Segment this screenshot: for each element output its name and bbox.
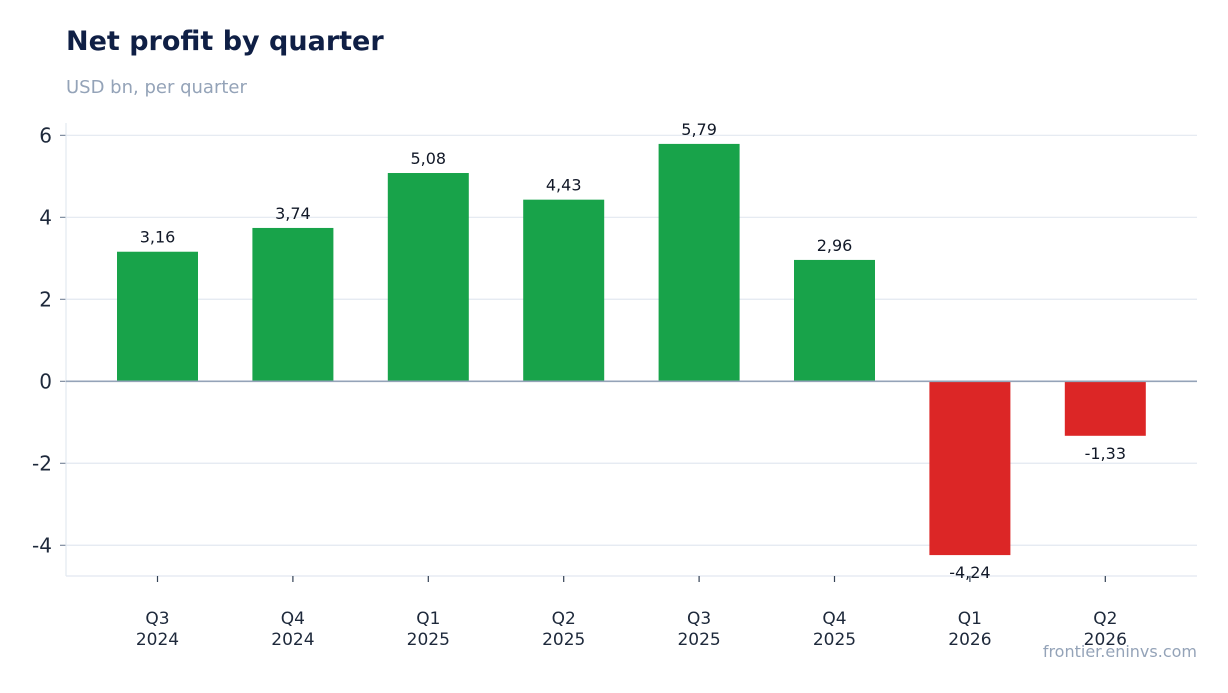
x-tick-label-quarter: Q4 — [281, 609, 305, 629]
y-tick-label: -2 — [32, 451, 52, 475]
bar-data-label: -1,33 — [1085, 444, 1126, 463]
x-tick-label-year: 2024 — [136, 630, 179, 650]
x-tick-label-year: 2025 — [813, 630, 856, 650]
x-tick-label-year: 2026 — [948, 630, 991, 650]
x-tick-label-quarter: Q2 — [552, 609, 576, 629]
x-tick-label-year: 2025 — [542, 630, 585, 650]
bar — [252, 227, 334, 382]
y-tick-label: 4 — [39, 205, 52, 229]
bar-data-label: -4,24 — [949, 563, 990, 582]
bar — [794, 259, 875, 382]
bar — [387, 173, 469, 382]
bar-data-label: 5,08 — [410, 149, 446, 168]
bar-data-label: 2,96 — [817, 236, 853, 255]
x-tick-label-year: 2025 — [677, 630, 720, 650]
x-tick-label-quarter: Q3 — [687, 609, 711, 629]
x-tick-label-year: 2026 — [1084, 630, 1127, 650]
x-tick-label-quarter: Q3 — [145, 609, 169, 629]
bar — [658, 143, 740, 382]
x-tick-label-quarter: Q1 — [416, 609, 440, 629]
x-tick-label-quarter: Q4 — [822, 609, 846, 629]
bar-data-label: 5,79 — [681, 120, 717, 139]
chart-title: Net profit by quarter — [66, 26, 384, 57]
y-tick-label: 6 — [39, 123, 52, 147]
bar — [523, 199, 605, 382]
y-tick-label: 0 — [39, 369, 52, 393]
x-tick-label-quarter: Q1 — [958, 609, 982, 629]
bar-data-label: 3,16 — [140, 228, 176, 247]
source-watermark: frontier.eninvs.com — [1042, 642, 1197, 661]
bar — [929, 381, 1011, 556]
bar — [117, 251, 198, 382]
y-tick-label: 2 — [39, 287, 52, 311]
x-tick-label-year: 2024 — [271, 630, 314, 650]
x-tick-label-quarter: Q2 — [1093, 609, 1117, 629]
bar — [1064, 381, 1146, 436]
bar-data-label: 3,74 — [275, 204, 311, 223]
y-tick-label: -4 — [32, 533, 52, 557]
bar-data-label: 4,43 — [546, 176, 582, 195]
x-tick-label-year: 2025 — [407, 630, 450, 650]
chart-subtitle: USD bn, per quarter — [66, 77, 247, 98]
